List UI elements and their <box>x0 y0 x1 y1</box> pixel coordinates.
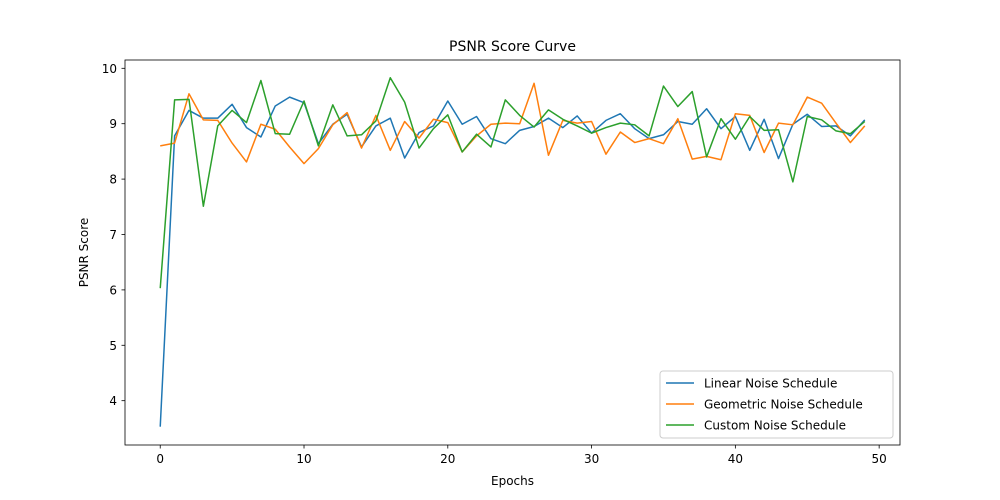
x-axis-ticks: 0 10 20 30 40 50 <box>156 445 887 466</box>
x-tick-label: 50 <box>872 452 887 466</box>
x-tick-label: 40 <box>728 452 743 466</box>
y-tick-label: 5 <box>109 339 117 353</box>
y-tick-label: 7 <box>109 228 117 242</box>
legend-label-2: Geometric Noise Schedule <box>704 398 863 412</box>
x-tick-label: 10 <box>296 452 311 466</box>
y-tick-label: 4 <box>109 394 117 408</box>
y-axis-ticks: 4 5 6 7 8 9 10 <box>102 62 125 408</box>
legend-items: Linear Noise Schedule Geometric Noise Sch… <box>666 377 863 433</box>
y-tick-label: 6 <box>109 283 117 297</box>
y-tick-label: 10 <box>102 62 117 76</box>
x-tick-label: 30 <box>584 452 599 466</box>
x-tick-label: 0 <box>156 452 164 466</box>
y-tick-label: 8 <box>109 173 117 187</box>
legend-frame <box>659 370 894 439</box>
legend-label-3: Custom Noise Schedule <box>704 419 846 433</box>
x-axis-label: Epochs <box>491 474 534 488</box>
series-line-3 <box>159 76 866 289</box>
plot-layer <box>159 76 866 427</box>
y-tick-label: 9 <box>109 117 117 131</box>
legend-label-1: Linear Noise Schedule <box>704 377 837 391</box>
series-line-1 <box>159 96 866 427</box>
plot-frame <box>124 59 901 446</box>
y-axis-label: PSNR Score <box>77 218 91 288</box>
legend: Linear Noise Schedule Geometric Noise Sch… <box>659 370 894 439</box>
chart-title: PSNR Score Curve <box>449 39 576 55</box>
series-line-2 <box>160 82 866 165</box>
x-tick-label: 20 <box>440 452 455 466</box>
